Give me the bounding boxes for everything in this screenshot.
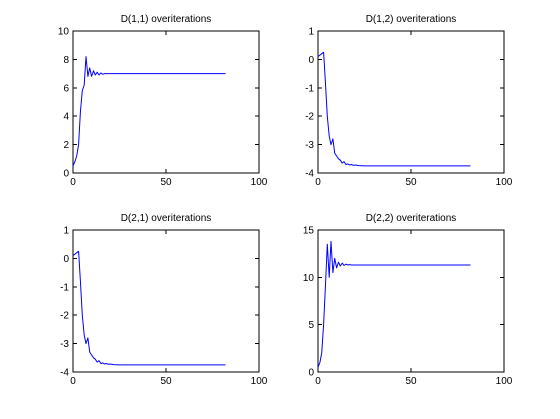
y-tick-label: 5 — [308, 320, 314, 331]
y-tick-label: -2 — [305, 112, 314, 123]
y-tick-label: -3 — [305, 140, 314, 151]
tick-group: 0 50 100 -4 -3 -2 -1 0 1 — [305, 27, 513, 189]
x-tick-label: 50 — [160, 376, 172, 387]
y-tick-label: 0 — [63, 169, 69, 180]
x-tick-label: 100 — [251, 376, 268, 387]
subplot-d21: D(2,1) overiterations 0 50 100 -4 -3 -2 -1 0 1 — [60, 213, 268, 387]
subplot-title: D(2,2) overiterations — [366, 213, 457, 224]
y-tick-label: 10 — [303, 273, 315, 284]
y-tick-label: 10 — [58, 27, 70, 38]
y-tick-label: -4 — [305, 169, 314, 180]
tick-group: 0 50 100 0 2 4 6 8 10 — [58, 27, 268, 189]
subplot-title: D(1,1) overiterations — [121, 14, 212, 25]
x-tick-label: 50 — [160, 177, 172, 188]
y-tick-label: -4 — [60, 368, 69, 379]
tick-group: 0 50 100 -4 -3 -2 -1 0 1 — [60, 226, 268, 388]
subplot-d22: D(2,2) overiterations 0 50 100 0 5 10 15 — [303, 213, 513, 387]
y-tick-label: 6 — [63, 83, 69, 94]
y-tick-label: -3 — [60, 339, 69, 350]
y-tick-label: 1 — [308, 27, 314, 38]
series-line — [317, 240, 471, 368]
subplot-d12: D(1,2) overiterations 0 50 100 -4 -3 -2 -1 0 1 — [305, 14, 513, 188]
x-tick-label: 100 — [496, 376, 513, 387]
x-tick-label: 50 — [405, 177, 417, 188]
subplot-title: D(1,2) overiterations — [366, 14, 457, 25]
y-tick-label: -2 — [60, 311, 69, 322]
y-tick-label: 0 — [63, 254, 69, 265]
series-line — [317, 51, 471, 167]
subplot-d11: D(1,1) overiterations 0 50 100 0 2 4 6 8 10 — [58, 14, 268, 188]
x-tick-label: 0 — [70, 177, 76, 188]
y-tick-label: 8 — [63, 55, 69, 66]
series-line — [72, 250, 226, 366]
y-tick-label: -1 — [60, 282, 69, 293]
x-tick-label: 0 — [70, 376, 76, 387]
y-tick-label: 0 — [308, 368, 314, 379]
subplot-title: D(2,1) overiterations — [121, 213, 212, 224]
y-tick-label: 2 — [63, 140, 69, 151]
x-tick-label: 50 — [405, 376, 417, 387]
x-tick-label: 0 — [315, 177, 321, 188]
x-tick-label: 100 — [496, 177, 513, 188]
y-tick-label: 1 — [63, 226, 69, 237]
tick-group: 0 50 100 0 5 10 15 — [303, 226, 513, 388]
y-tick-label: -1 — [305, 83, 314, 94]
series-line — [72, 56, 226, 167]
y-tick-label: 0 — [308, 55, 314, 66]
y-tick-label: 4 — [63, 112, 69, 123]
x-tick-label: 0 — [315, 376, 321, 387]
y-tick-label: 15 — [303, 226, 315, 237]
x-tick-label: 100 — [251, 177, 268, 188]
